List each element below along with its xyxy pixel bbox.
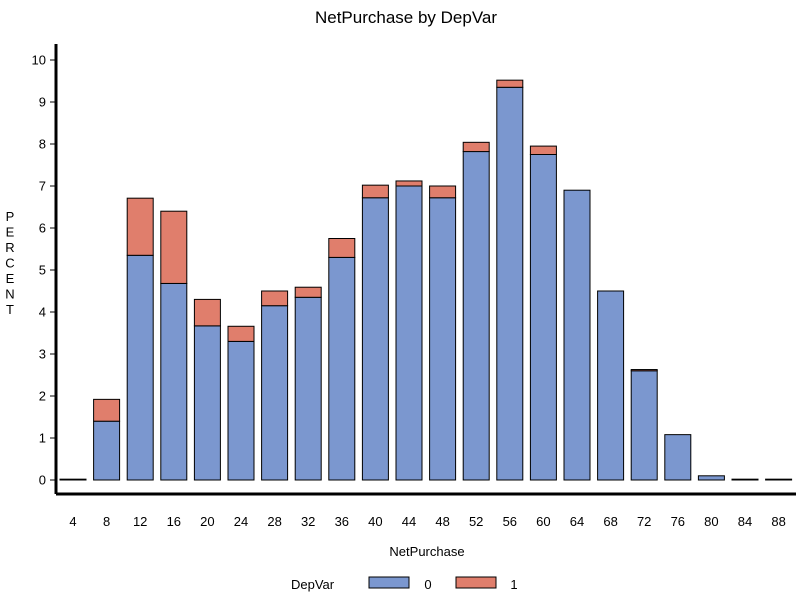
y-tick-label: 1 (39, 431, 46, 446)
bar-segment-depvar-0 (765, 478, 793, 481)
legend-title: DepVar (291, 577, 335, 592)
x-tick-label: 16 (167, 514, 181, 529)
bar-segment-depvar-1 (261, 290, 289, 307)
x-tick-label: 84 (738, 514, 752, 529)
x-tick-label: 40 (368, 514, 382, 529)
bar-segment-depvar-1 (160, 210, 188, 284)
bar-segment-depvar-1 (193, 298, 221, 327)
bar-segment-depvar-0 (429, 197, 457, 481)
y-tick-label: 3 (39, 347, 46, 362)
x-tick-label: 44 (402, 514, 416, 529)
bar-segment-depvar-0 (697, 475, 725, 481)
bar-segment-depvar-0 (294, 296, 322, 481)
x-tick-label: 56 (503, 514, 517, 529)
x-tick-label: 28 (267, 514, 281, 529)
legend-swatch-depvar-1 (455, 576, 497, 589)
x-axis-label: NetPurchase (389, 544, 464, 559)
x-tick-label: 64 (570, 514, 584, 529)
bar-segment-depvar-0 (731, 478, 759, 481)
x-tick-label: 8 (103, 514, 110, 529)
x-tick-label: 32 (301, 514, 315, 529)
y-tick-label: 10 (32, 53, 46, 68)
bar-segment-depvar-0 (193, 325, 221, 481)
bar-segment-depvar-0 (597, 290, 625, 481)
bar-segment-depvar-1 (328, 238, 356, 258)
x-tick-label: 72 (637, 514, 651, 529)
y-tick-label: 0 (39, 473, 46, 488)
x-tick-label: 80 (704, 514, 718, 529)
bar-segment-depvar-0 (395, 185, 423, 481)
y-tick-label: 5 (39, 263, 46, 278)
x-tick-label: 68 (603, 514, 617, 529)
y-axis-label-letter: T (6, 302, 14, 317)
y-tick-label: 7 (39, 179, 46, 194)
y-tick-label: 2 (39, 389, 46, 404)
x-tick-label: 24 (234, 514, 248, 529)
x-tick-label: 88 (771, 514, 785, 529)
y-axis-label-letter: P (6, 209, 15, 224)
y-tick-label: 6 (39, 221, 46, 236)
y-axis-label-letter: E (6, 271, 15, 286)
bar-segment-depvar-0 (462, 151, 490, 481)
bar-segment-depvar-1 (529, 145, 557, 156)
bar-segment-depvar-0 (93, 420, 121, 481)
y-axis-label-letter: R (5, 240, 14, 255)
bar-segment-depvar-0 (496, 86, 524, 481)
x-tick-label: 12 (133, 514, 147, 529)
bar-segment-depvar-1 (462, 141, 490, 153)
y-axis-label-letter: C (5, 256, 14, 271)
x-tick-label: 36 (335, 514, 349, 529)
y-tick-label: 8 (39, 137, 46, 152)
x-tick-label: 52 (469, 514, 483, 529)
bar-segment-depvar-0 (227, 340, 255, 481)
bar-segment-depvar-0 (126, 254, 154, 481)
x-tick-label: 60 (536, 514, 550, 529)
bar-segment-depvar-0 (630, 370, 658, 481)
bar-segment-depvar-1 (93, 398, 121, 422)
chart-title: NetPurchase by DepVar (315, 8, 497, 27)
bar-segment-depvar-1 (126, 197, 154, 256)
bar-segment-depvar-1 (395, 180, 423, 187)
bar-segment-depvar-1 (630, 369, 658, 372)
bar-segment-depvar-0 (59, 478, 87, 481)
y-tick-label: 9 (39, 95, 46, 110)
y-tick-label: 4 (39, 305, 46, 320)
bar-segment-depvar-0 (529, 154, 557, 481)
bar-segment-depvar-1 (496, 79, 524, 88)
legend-swatch-depvar-0 (368, 576, 410, 589)
bar-segment-depvar-0 (664, 434, 692, 481)
bar-segment-depvar-1 (227, 325, 255, 342)
y-axis-label-letter: E (6, 225, 15, 240)
bar-segment-depvar-1 (294, 286, 322, 298)
x-tick-label: 48 (435, 514, 449, 529)
legend-label-depvar-0: 0 (424, 577, 431, 592)
bar-segment-depvar-0 (563, 189, 591, 481)
bar-segment-depvar-0 (328, 256, 356, 481)
bar-segment-depvar-1 (361, 184, 389, 199)
bar-segment-depvar-0 (160, 282, 188, 481)
x-tick-label: 4 (69, 514, 76, 529)
x-tick-label: 20 (200, 514, 214, 529)
bar-segment-depvar-0 (361, 197, 389, 481)
bar-segment-depvar-0 (261, 305, 289, 481)
x-tick-label: 76 (671, 514, 685, 529)
legend: DepVar 0 1 (291, 576, 518, 592)
bar-segment-depvar-1 (429, 185, 457, 199)
y-axis-label-letter: N (5, 287, 14, 302)
legend-label-depvar-1: 1 (510, 577, 517, 592)
